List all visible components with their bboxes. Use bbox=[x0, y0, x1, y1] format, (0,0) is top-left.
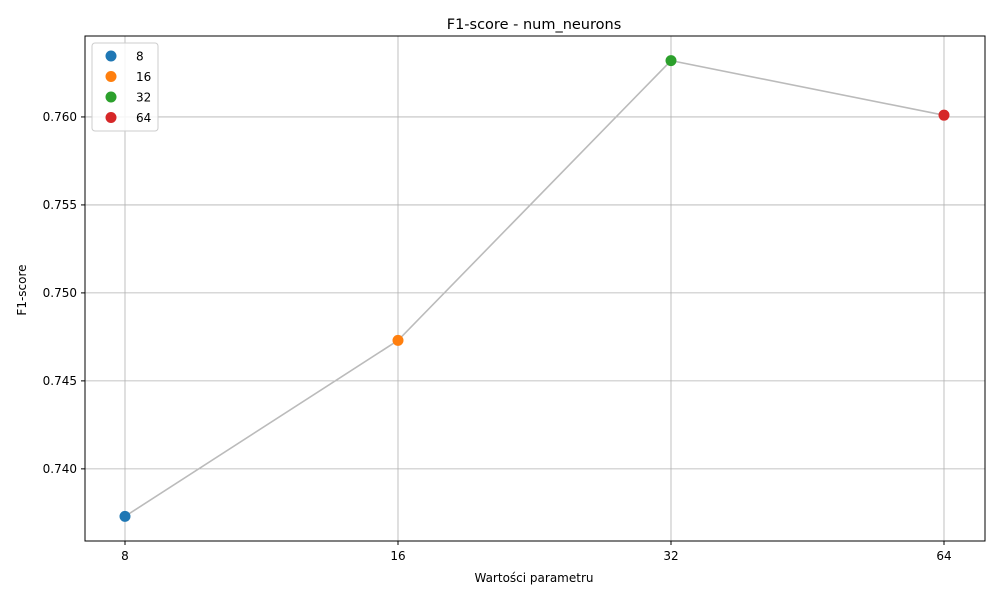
x-axis-ticks: 8 16 32 64 bbox=[121, 541, 952, 563]
data-points bbox=[119, 55, 950, 522]
plot-frame bbox=[84, 35, 986, 542]
grid-lines bbox=[85, 36, 985, 541]
x-tick-label: 8 bbox=[121, 549, 129, 563]
chart-title: F1-score - num_neurons bbox=[447, 17, 622, 33]
data-point-16 bbox=[392, 334, 404, 346]
y-tick-label: 0.755 bbox=[43, 198, 77, 212]
y-tick-label: 0.760 bbox=[43, 110, 77, 124]
legend-marker bbox=[105, 71, 117, 82]
data-point-8 bbox=[119, 510, 131, 522]
x-tick-label: 16 bbox=[390, 549, 405, 563]
legend-marker bbox=[105, 50, 117, 62]
y-tick-label: 0.740 bbox=[43, 462, 77, 476]
legend-marker bbox=[105, 91, 117, 103]
x-axis-label: Wartości parametru bbox=[474, 571, 593, 585]
x-tick-label: 64 bbox=[936, 549, 951, 563]
y-tick-label: 0.745 bbox=[43, 374, 77, 388]
y-axis-label: F1-score bbox=[15, 264, 29, 315]
legend-label: 8 bbox=[136, 50, 144, 64]
y-tick-label: 0.750 bbox=[43, 286, 77, 300]
data-point-32 bbox=[665, 55, 677, 67]
legend: 8 16 32 64 bbox=[91, 42, 159, 132]
legend-box bbox=[91, 42, 159, 132]
x-tick-label: 32 bbox=[663, 549, 678, 563]
legend-label: 64 bbox=[136, 111, 151, 125]
legend-label: 32 bbox=[136, 91, 151, 105]
legend-marker bbox=[105, 112, 117, 123]
legend-label: 16 bbox=[136, 70, 151, 84]
data-point-64 bbox=[938, 109, 950, 121]
connector-line-group bbox=[124, 59, 945, 518]
connector-line bbox=[124, 59, 945, 518]
y-axis-ticks: 0.740 0.745 0.750 0.755 0.760 bbox=[43, 110, 85, 476]
